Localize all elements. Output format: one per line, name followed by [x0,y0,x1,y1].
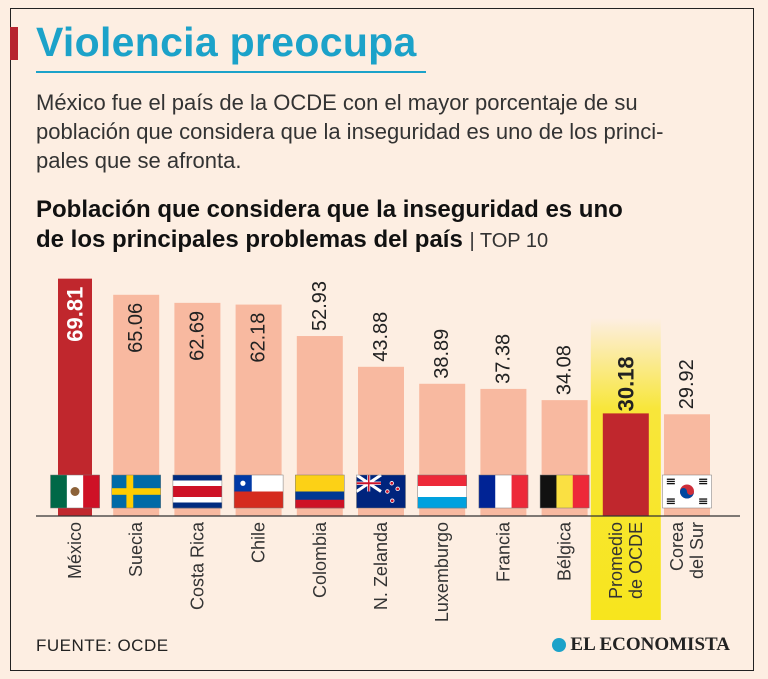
title-underline [36,71,426,73]
category-label: Suecia [126,521,146,577]
intro-line: México fue el país de la OCDE con el may… [36,90,638,115]
mexico-flag-icon [50,474,100,509]
intro-text: México fue el país de la OCDE con el may… [36,88,736,175]
chart-title-line-2: de los principales problemas del país | … [36,225,736,256]
bar-promedio-de-ocde [602,413,649,516]
value-label: 43.88 [370,312,392,362]
intro-line: población que considera que la insegurid… [36,119,664,144]
category-label: Chile [249,522,269,563]
publisher-logo: EL ECONOMISTA [552,634,730,656]
value-label: 34.08 [554,345,576,395]
value-label: 52.93 [309,281,331,331]
colombia-flag-icon [295,474,345,509]
chart-title-tag: | TOP 10 [469,230,549,252]
france-flag-icon [478,474,529,509]
chart-title-line: Población que considera que la insegurid… [36,196,623,223]
value-label: 30.18 [613,356,638,411]
value-label: 69.81 [63,287,88,342]
south-korea-flag-icon [662,474,712,509]
category-label: Francia [493,521,513,582]
category-label: Promedio [606,522,626,599]
chart-title: Población que considera que la insegurid… [36,195,736,256]
value-label: 29.92 [676,359,698,409]
value-label: 38.89 [431,329,453,379]
category-label: del Sur [687,522,707,579]
category-label: México [65,522,85,579]
intro-line: pales que se afronta. [36,148,242,173]
value-label: 62.18 [248,313,270,363]
chart-title-line: de los principales problemas del país [36,226,463,253]
chile-flag-icon [233,474,284,509]
logo-text: EL ECONOMISTA [570,634,730,655]
category-label: Colombia [310,521,330,598]
category-label: Bélgica [555,521,575,581]
page-title: Violencia preocupa [36,19,417,65]
costa-rica-flag-icon [172,474,223,509]
luxembourg-flag-icon [417,474,467,509]
belgium-flag-icon [539,474,590,509]
value-label: 37.38 [492,334,514,384]
category-label: Luxemburgo [432,522,452,622]
category-label: de OCDE [626,522,646,599]
title-accent-bar [10,27,18,60]
sweden-flag-icon [111,474,161,509]
infographic-frame [10,8,754,671]
logo-mark-icon [552,638,567,652]
new-zealand-flag-icon [355,473,406,509]
value-label: 65.06 [125,303,147,353]
category-label: Corea [667,521,687,571]
category-label: N. Zelanda [371,521,391,610]
source-note: FUENTE: OCDE [36,636,169,655]
category-label: Costa Rica [187,521,207,610]
value-label: 62.69 [186,311,208,361]
